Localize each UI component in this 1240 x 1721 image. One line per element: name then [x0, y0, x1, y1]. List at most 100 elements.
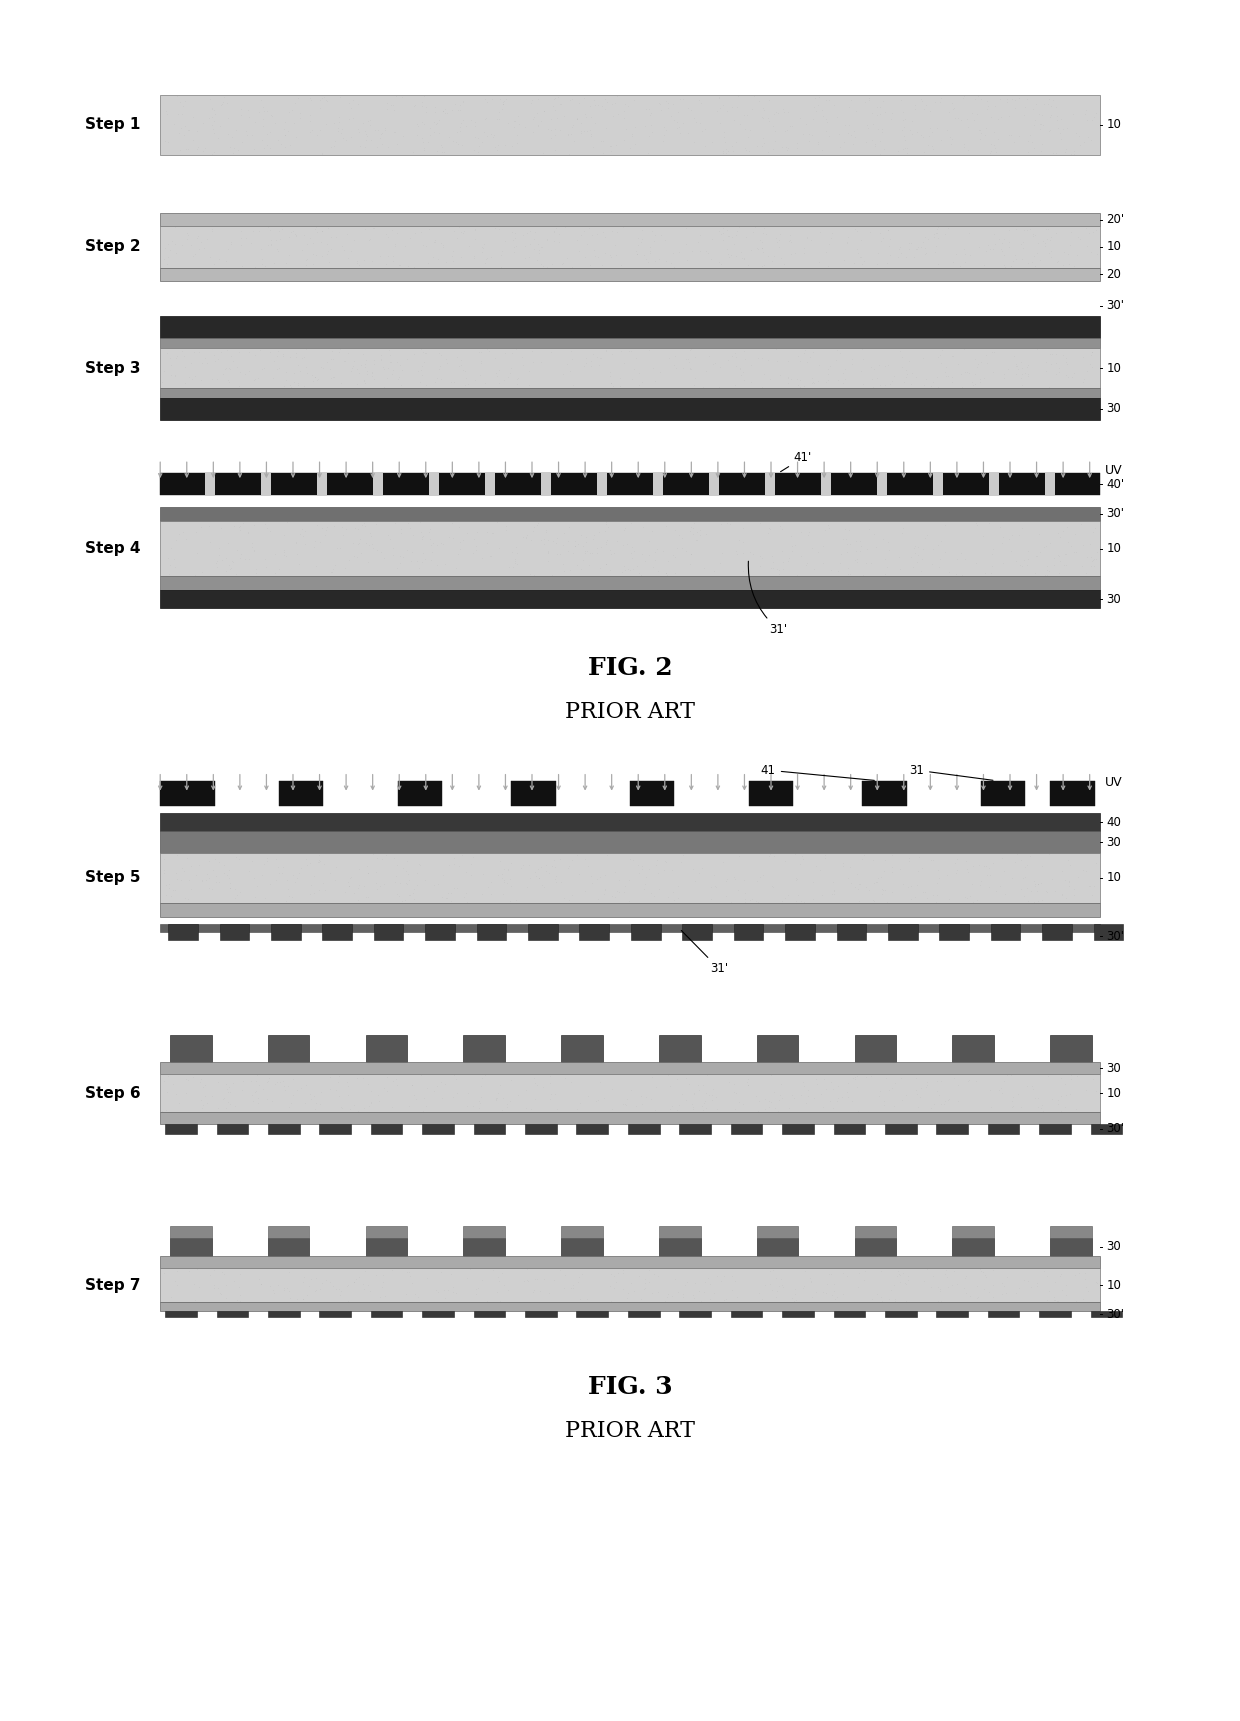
Point — [520, 356, 539, 384]
Point — [590, 864, 610, 891]
Point — [983, 848, 1003, 876]
Point — [631, 229, 651, 256]
Point — [1086, 539, 1106, 566]
Point — [298, 1282, 317, 1310]
Point — [544, 84, 564, 112]
Point — [429, 871, 449, 898]
Point — [709, 217, 729, 244]
Point — [806, 852, 826, 879]
Point — [823, 1076, 843, 1103]
Point — [415, 372, 435, 399]
Point — [991, 513, 1011, 540]
Point — [764, 112, 784, 139]
Point — [944, 1258, 963, 1286]
Point — [888, 1256, 908, 1284]
Point — [253, 1076, 273, 1103]
Point — [799, 521, 818, 549]
Point — [279, 1072, 299, 1100]
Point — [556, 213, 575, 241]
Point — [1037, 878, 1056, 905]
Point — [264, 250, 284, 277]
Point — [894, 114, 914, 141]
Point — [1013, 234, 1033, 262]
Point — [412, 336, 432, 363]
Point — [894, 122, 914, 150]
Point — [1009, 1275, 1029, 1303]
Point — [347, 250, 367, 277]
Bar — [160, 814, 1100, 831]
Point — [890, 1268, 910, 1296]
Bar — [373, 473, 383, 496]
Point — [627, 552, 647, 580]
Point — [1064, 360, 1084, 387]
Point — [165, 552, 185, 580]
Point — [572, 1261, 591, 1289]
Point — [441, 1260, 461, 1287]
Point — [997, 88, 1017, 115]
Point — [527, 246, 547, 274]
Point — [925, 220, 945, 248]
Point — [409, 850, 429, 878]
Point — [451, 219, 471, 246]
Point — [415, 339, 435, 367]
Point — [663, 878, 683, 905]
Point — [184, 103, 203, 131]
Point — [1002, 86, 1022, 114]
Bar — [577, 1311, 608, 1317]
Point — [847, 1074, 867, 1101]
Point — [587, 1088, 606, 1115]
Point — [1073, 1286, 1092, 1313]
Point — [160, 871, 180, 898]
Point — [239, 339, 259, 367]
Point — [588, 885, 608, 912]
Bar — [268, 1034, 310, 1062]
Point — [435, 95, 455, 122]
Point — [942, 363, 962, 391]
Point — [549, 227, 569, 255]
Point — [213, 88, 233, 115]
Point — [956, 885, 976, 912]
Point — [870, 1284, 890, 1311]
Point — [546, 136, 565, 163]
Point — [1029, 100, 1049, 127]
Point — [626, 1093, 646, 1120]
Point — [802, 339, 822, 367]
Point — [383, 542, 403, 570]
Point — [329, 108, 348, 136]
Point — [229, 544, 249, 571]
Point — [629, 370, 649, 398]
Point — [412, 353, 432, 380]
Text: PRIOR ART: PRIOR ART — [565, 1420, 694, 1442]
Point — [309, 848, 329, 876]
Point — [676, 1270, 696, 1298]
Point — [738, 1070, 758, 1098]
Point — [898, 1263, 918, 1291]
Point — [688, 1076, 708, 1103]
Point — [589, 518, 609, 546]
Bar — [260, 473, 270, 496]
Point — [506, 534, 526, 561]
Point — [476, 105, 496, 133]
Point — [963, 852, 983, 879]
Point — [1025, 871, 1045, 898]
Point — [649, 89, 668, 117]
Point — [1049, 542, 1069, 570]
Point — [386, 232, 405, 260]
Point — [949, 105, 968, 133]
Point — [640, 1268, 660, 1296]
Point — [446, 117, 466, 145]
Point — [489, 1263, 508, 1291]
Point — [222, 124, 242, 151]
Point — [162, 227, 182, 255]
Point — [806, 96, 826, 124]
Point — [389, 549, 409, 577]
Point — [394, 886, 414, 914]
Point — [498, 855, 518, 883]
Point — [273, 339, 293, 367]
Point — [541, 1084, 560, 1112]
Point — [994, 241, 1014, 268]
Point — [250, 336, 270, 363]
Bar — [160, 398, 1100, 420]
Point — [490, 98, 510, 126]
Point — [985, 131, 1004, 158]
